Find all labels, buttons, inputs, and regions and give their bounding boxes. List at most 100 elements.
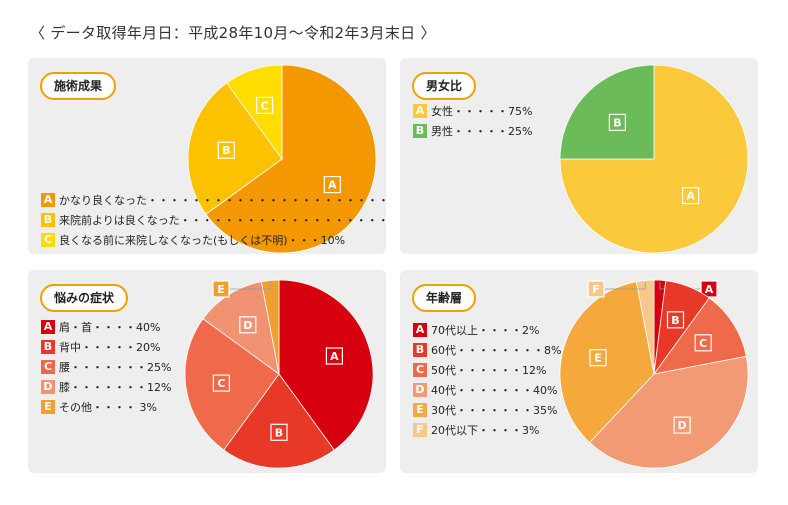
pie-slice-f	[635, 279, 655, 375]
svg-text:F: F	[592, 283, 600, 296]
pie-slice-b	[223, 373, 335, 469]
legend-text: 20代以下・・・・3%	[431, 424, 540, 437]
svg-text:A: A	[686, 190, 695, 203]
legend-row-c: C 良くなる前に来院しなくなった(もしくは不明)・・・10%	[41, 230, 386, 250]
legend-text: 30代・・・・・・・35%	[431, 404, 558, 417]
legend-row-d: D 40代・・・・・・・40%	[413, 380, 561, 400]
slice-label-b: B	[217, 141, 235, 159]
chart-legend: A 肩・首・・・・40% B 背中・・・・・20% C 腰・・・・・・・25% D 膝・・・・…	[41, 317, 171, 417]
pie-chart-age-group: A B C D E F	[559, 279, 749, 469]
svg-text:C: C	[261, 99, 269, 112]
pie-slice-c	[226, 64, 283, 161]
svg-text:D: D	[678, 419, 687, 432]
chart-legend: A 70代以上・・・・2% B 60代・・・・・・・・8% C 50代・・・・・・12% D…	[413, 320, 561, 440]
legend-row-f: F 20代以下・・・・3%	[413, 420, 561, 440]
slice-label-d: D	[239, 316, 257, 334]
slice-label-c: C	[694, 334, 712, 352]
legend-badge: B	[413, 343, 427, 357]
legend-row-d: D 膝・・・・・・・12%	[41, 377, 171, 397]
pie-chart-treatment-results: A B C	[187, 64, 377, 254]
svg-text:B: B	[275, 426, 283, 439]
legend-row-b: B 60代・・・・・・・・8%	[413, 340, 561, 360]
legend-row-c: C 腰・・・・・・・25%	[41, 357, 171, 377]
legend-row-a: A 70代以上・・・・2%	[413, 320, 561, 340]
legend-row-c: C 50代・・・・・・12%	[413, 360, 561, 380]
legend-badge: C	[41, 233, 55, 247]
svg-text:E: E	[217, 283, 225, 296]
chart-legend: A 女性・・・・・75% B 男性・・・・・25%	[413, 101, 532, 141]
legend-text: 40代・・・・・・・40%	[431, 384, 558, 397]
svg-text:C: C	[699, 337, 707, 350]
legend-badge: C	[41, 360, 55, 374]
legend-badge: E	[413, 403, 427, 417]
legend-text: 来院前よりは良くなった・・・・・・・・・・・・・・・・・・・・・・・25%	[59, 214, 386, 227]
legend-badge: E	[41, 400, 55, 414]
legend-badge: F	[413, 423, 427, 437]
legend-row-a: A かなり良くなった・・・・・・・・・・・・・・・・・・・・・・・・・・・65%	[41, 190, 386, 210]
leader-line	[229, 282, 271, 290]
pie-chart-symptoms: A B C D E	[184, 279, 374, 469]
svg-text:A: A	[328, 179, 337, 192]
pie-slice-d	[589, 355, 749, 469]
pie-slice-a	[205, 64, 377, 254]
data-period-header: 〈 データ取得年月日：平成28年10月〜令和2年3月末日 〉	[30, 24, 436, 42]
legend-badge: A	[41, 193, 55, 207]
chart-title: 悩みの症状	[40, 284, 129, 312]
chart-title: 男女比	[412, 72, 477, 100]
legend-text: 女性・・・・・75%	[431, 105, 533, 118]
pie-chart-gender-ratio: AB	[559, 64, 749, 254]
legend-text: 腰・・・・・・・25%	[59, 361, 172, 374]
slice-label-b: B	[270, 423, 288, 441]
pie-slice-b	[187, 82, 283, 215]
legend-text: 肩・首・・・・40%	[59, 321, 161, 334]
pie-slice-a	[278, 279, 374, 451]
legend-text: 男性・・・・・25%	[431, 125, 533, 138]
legend-row-b: B 来院前よりは良くなった・・・・・・・・・・・・・・・・・・・・・・・25%	[41, 210, 386, 230]
legend-badge: C	[413, 363, 427, 377]
legend-row-b: B 背中・・・・・20%	[41, 337, 171, 357]
legend-badge: D	[41, 380, 55, 394]
slice-label-c: C	[256, 96, 274, 115]
pie-slice-e	[260, 279, 280, 375]
slice-label-b: B	[608, 113, 626, 132]
legend-text: 背中・・・・・20%	[59, 341, 161, 354]
svg-text:D: D	[243, 319, 252, 332]
legend-text: 60代・・・・・・・・8%	[431, 344, 562, 357]
legend-text: 膝・・・・・・・12%	[59, 381, 172, 394]
pie-slice-b	[559, 64, 655, 160]
legend-badge: B	[41, 213, 55, 227]
slice-label-c: C	[212, 374, 230, 392]
legend-badge: A	[41, 320, 55, 334]
chart-legend: A かなり良くなった・・・・・・・・・・・・・・・・・・・・・・・・・・・65% B…	[41, 190, 386, 250]
svg-text:C: C	[217, 377, 225, 390]
legend-row-e: E その他・・・・ 3%	[41, 397, 171, 417]
legend-badge: A	[413, 104, 427, 118]
legend-text: 良くなる前に来院しなくなった(もしくは不明)・・・10%	[59, 234, 346, 247]
slice-label-a: A	[325, 347, 343, 365]
slice-label-b: B	[666, 311, 685, 329]
slice-label-a: A	[682, 187, 700, 205]
legend-badge: B	[413, 124, 427, 138]
legend-row-a: A 肩・首・・・・40%	[41, 317, 171, 337]
pie-slice-c	[184, 318, 280, 451]
svg-text:B: B	[613, 116, 621, 129]
legend-badge: A	[413, 323, 427, 337]
svg-text:B: B	[671, 314, 679, 327]
legend-text: 70代以上・・・・2%	[431, 324, 540, 337]
panel-treatment-results: ABC 施術成果 Aかなり良くなった・・・・・・・・・・・・・・・・・・・・・・…	[28, 58, 386, 254]
legend-text: その他・・・・ 3%	[59, 401, 157, 414]
chart-title: 施術成果	[40, 72, 117, 100]
legend-badge: D	[413, 383, 427, 397]
chart-title: 年齢層	[412, 284, 477, 312]
legend-text: 50代・・・・・・12%	[431, 364, 547, 377]
legend-row-a: A 女性・・・・・75%	[413, 101, 532, 121]
legend-row-e: E 30代・・・・・・・35%	[413, 400, 561, 420]
svg-text:A: A	[330, 350, 339, 363]
slice-label-a: A	[323, 175, 341, 194]
slice-label-d: D	[673, 416, 691, 434]
svg-text:B: B	[222, 144, 230, 157]
svg-text:A: A	[705, 283, 714, 296]
slice-label-f: F	[587, 280, 646, 298]
